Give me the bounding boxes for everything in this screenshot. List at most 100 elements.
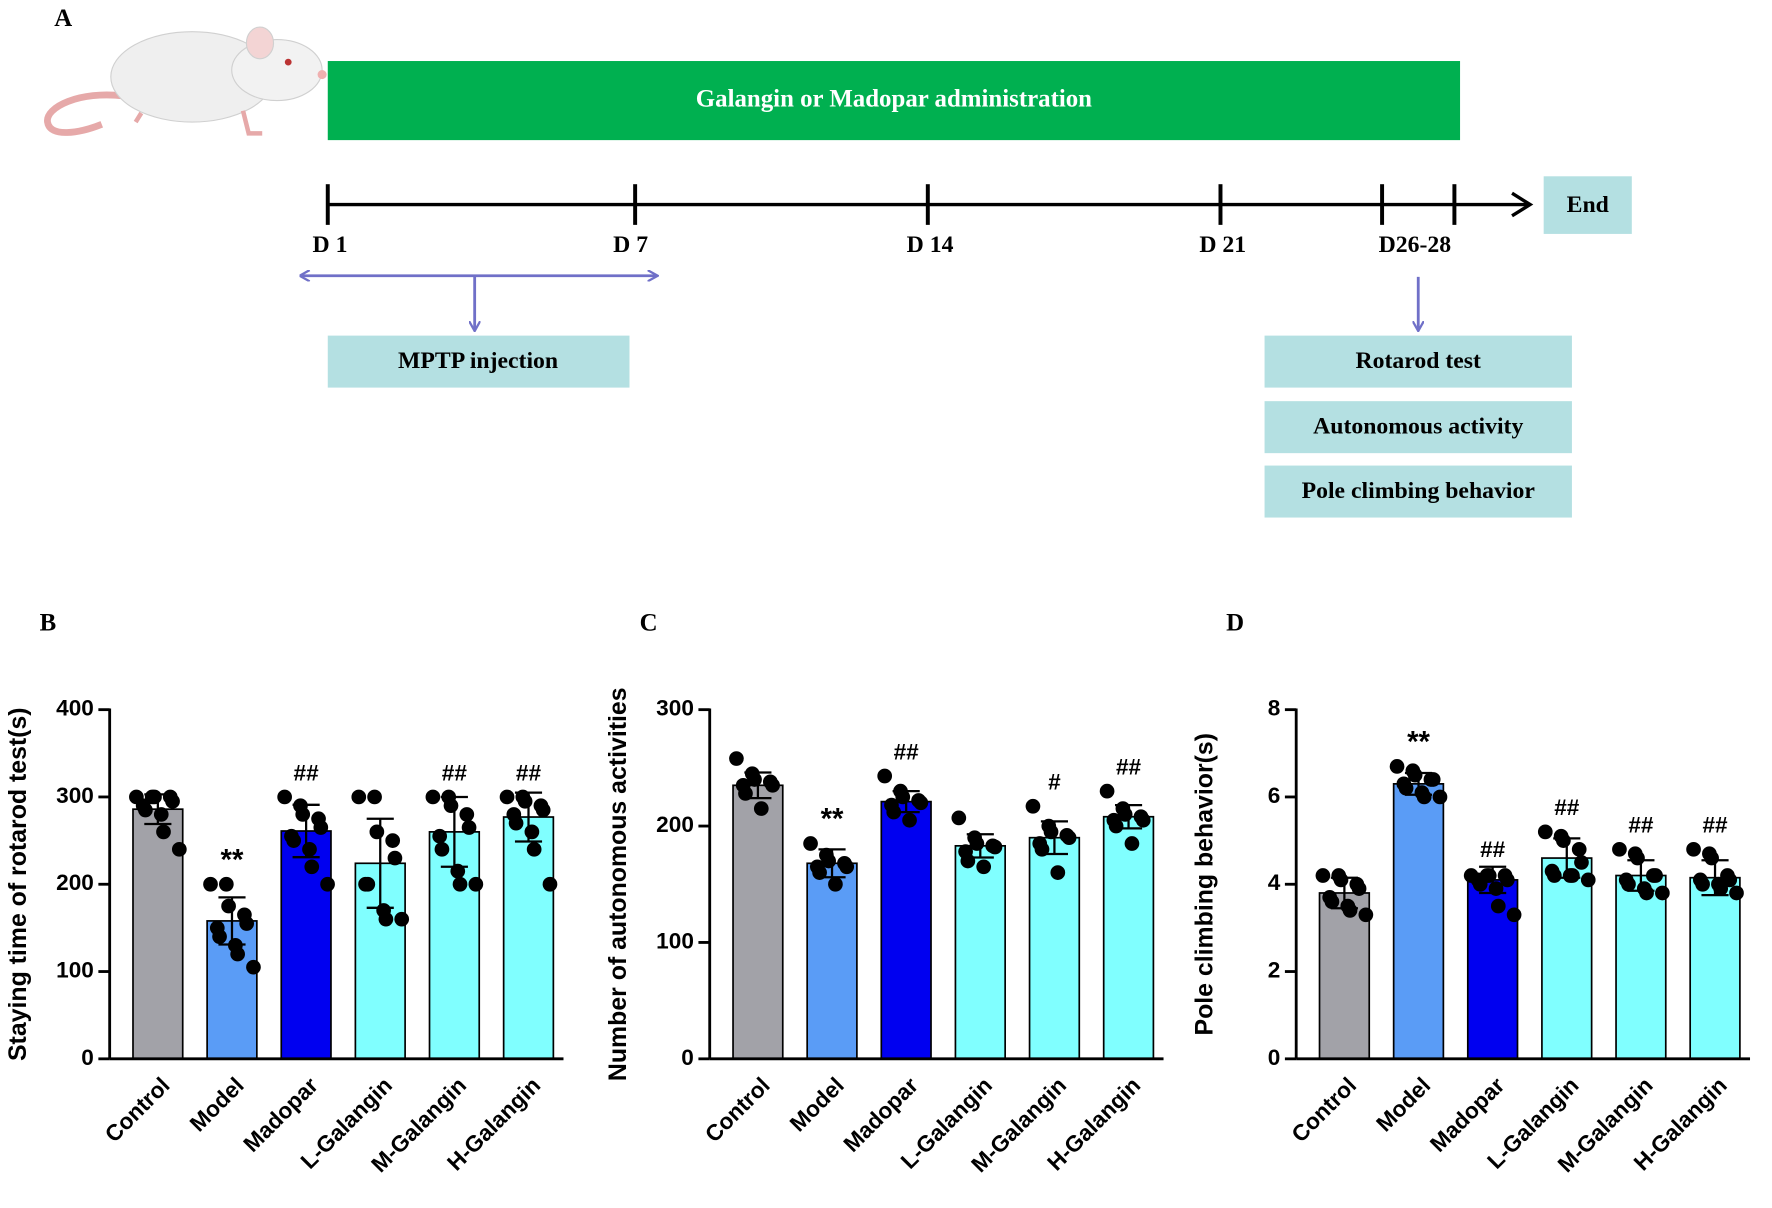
timeline-label: D 21	[1199, 232, 1246, 258]
data-point	[828, 876, 843, 892]
significance-label: ##	[516, 760, 542, 785]
data-point	[1389, 759, 1405, 774]
data-point	[1358, 907, 1374, 923]
timeline-label: D 7	[613, 232, 648, 258]
timeline-label: D26-28	[1379, 232, 1452, 258]
data-point	[153, 807, 169, 822]
bar	[1102, 815, 1155, 1060]
data-point	[1546, 868, 1562, 883]
bar	[1318, 892, 1371, 1060]
data-point	[960, 853, 976, 869]
bar	[1615, 874, 1667, 1060]
data-point	[517, 793, 533, 809]
data-point	[508, 815, 524, 831]
bar	[732, 784, 784, 1060]
data-point	[951, 810, 967, 826]
data-point	[378, 911, 394, 927]
significance-label: **	[221, 843, 244, 876]
data-point	[1472, 876, 1488, 892]
data-point	[1043, 824, 1059, 840]
data-point	[1315, 868, 1331, 883]
significance-label: **	[1407, 726, 1430, 759]
data-point	[1574, 855, 1589, 870]
y-tick-label: 400	[56, 696, 94, 721]
data-point	[839, 859, 855, 875]
data-point	[1580, 872, 1596, 888]
test-label: Rotarod test	[1356, 348, 1481, 374]
y-tick-label: 100	[656, 928, 694, 953]
data-point	[1537, 824, 1553, 840]
significance-label: ##	[894, 739, 920, 764]
data-point	[542, 876, 558, 892]
significance-label: ##	[294, 760, 320, 785]
data-point	[1490, 898, 1506, 914]
data-point	[230, 946, 245, 962]
data-point	[434, 841, 450, 857]
bar	[806, 862, 858, 1060]
data-point	[1621, 876, 1636, 892]
data-point	[1099, 783, 1115, 799]
data-point	[320, 876, 335, 892]
y-tick-label: 200	[656, 812, 694, 837]
y-tick-label: 4	[1268, 870, 1281, 895]
data-point	[387, 850, 403, 866]
data-point	[171, 841, 187, 857]
data-point	[394, 911, 410, 927]
data-point	[1432, 789, 1448, 805]
data-point	[729, 751, 744, 766]
data-point	[877, 768, 893, 784]
panel-label: D	[1226, 610, 1244, 637]
data-point	[385, 833, 401, 848]
data-point	[313, 820, 329, 835]
significance-label: ##	[1116, 755, 1142, 780]
bar	[1541, 857, 1593, 1060]
test-label: Autonomous activity	[1313, 414, 1523, 440]
data-point	[913, 795, 929, 811]
data-point	[1324, 894, 1340, 910]
bar	[954, 844, 1006, 1060]
injection-label: MPTP injection	[398, 348, 558, 374]
data-point	[351, 789, 367, 805]
data-point	[1686, 841, 1701, 857]
data-point	[1398, 780, 1414, 796]
data-point	[765, 777, 780, 793]
y-tick-label: 8	[1268, 696, 1281, 721]
significance-label: ##	[1554, 795, 1580, 820]
data-point	[1713, 881, 1729, 896]
mouse-illustration	[44, 26, 327, 136]
bar	[880, 800, 932, 1060]
x-tick-label: Control	[700, 1073, 774, 1147]
data-point	[1124, 836, 1140, 851]
data-point	[1416, 789, 1432, 805]
data-point	[302, 841, 317, 857]
panel-label: A	[54, 5, 72, 32]
data-point	[976, 859, 992, 875]
data-point	[902, 812, 917, 828]
data-point	[1506, 907, 1522, 923]
data-point	[461, 820, 477, 835]
timeline-arrow	[1511, 191, 1534, 218]
bar	[1689, 876, 1741, 1060]
data-point	[443, 798, 459, 814]
data-point	[304, 859, 320, 875]
data-point	[1061, 830, 1077, 846]
data-point	[432, 828, 448, 844]
data-point	[221, 898, 236, 914]
data-point	[286, 833, 302, 848]
y-tick-label: 2	[1268, 958, 1281, 983]
data-point	[1556, 833, 1571, 848]
significance-label: ##	[442, 760, 468, 785]
test-label: Pole climbing behavior	[1302, 478, 1536, 504]
data-point	[526, 841, 542, 857]
data-point	[1648, 868, 1663, 883]
data-point	[203, 876, 218, 892]
data-point	[1050, 865, 1066, 880]
data-point	[535, 802, 551, 818]
end-box	[1543, 176, 1632, 234]
test-box	[1264, 465, 1572, 518]
timeline-label: D 14	[907, 232, 954, 258]
significance-label: #	[1048, 770, 1061, 795]
data-point	[1108, 818, 1124, 834]
significance-label: ##	[1480, 837, 1506, 862]
